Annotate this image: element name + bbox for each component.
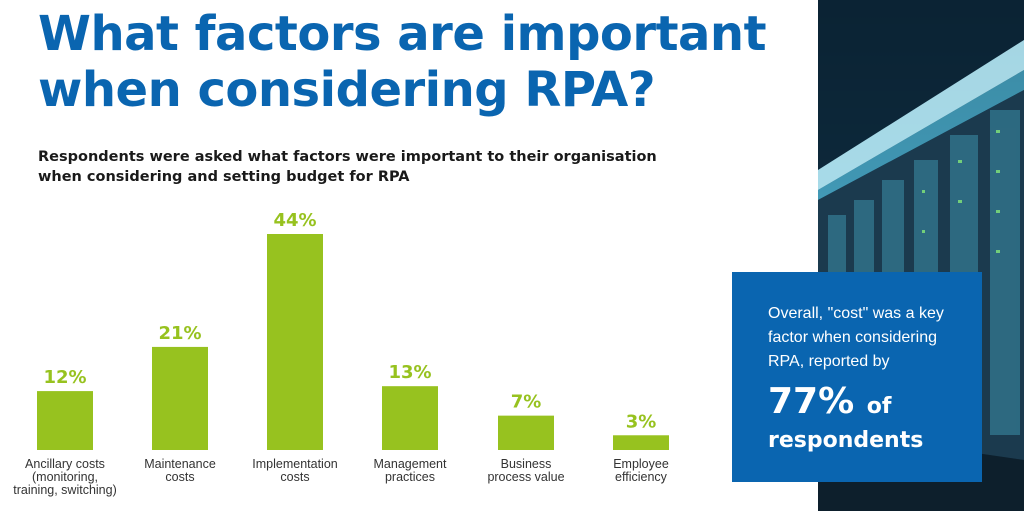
title-line-2: when considering RPA? <box>38 62 656 118</box>
page-title: What factors are important when consider… <box>38 6 818 118</box>
callout-text: Overall, "cost" was a key factor when co… <box>768 302 956 374</box>
category-label-4-line-1: process value <box>487 470 564 484</box>
chart-subtitle: Respondents were asked what factors were… <box>38 147 738 187</box>
callout-percentage: 77% <box>768 381 855 422</box>
bar-2 <box>267 234 323 450</box>
category-label-4: Business process value <box>487 457 564 484</box>
category-label-0: Ancillary costs (monitoring, training, swi… <box>13 457 117 497</box>
bar-value-label-3: 13% <box>388 362 431 383</box>
category-label-5-line-0: Employee <box>613 457 669 471</box>
bar-value-label-4: 7% <box>511 392 542 413</box>
category-label-1-line-1: costs <box>165 470 194 484</box>
category-label-1: Maintenance costs <box>144 457 216 484</box>
category-label-4-line-0: Business <box>501 457 552 471</box>
bar-4 <box>498 415 554 450</box>
category-label-5: Employee efficiency <box>613 457 669 484</box>
subtitle-line-2: when considering and setting budget for … <box>38 169 410 185</box>
category-label-3-line-1: practices <box>385 470 435 484</box>
bar-3 <box>382 386 438 450</box>
category-label-2: Implementation costs <box>252 457 338 484</box>
category-label-3-line-0: Management <box>374 457 447 471</box>
key-stat-callout: Overall, "cost" was a key factor when co… <box>732 272 982 482</box>
category-label-0-line-2: training, switching) <box>13 483 117 497</box>
category-label-0-line-0: Ancillary costs <box>25 457 105 471</box>
category-label-0-line-1: (monitoring, <box>32 470 98 484</box>
bar-5 <box>613 435 669 450</box>
callout-of: of <box>866 394 892 419</box>
callout-line-3: RPA, reported by <box>768 353 890 370</box>
bar-value-label-1: 21% <box>158 323 201 344</box>
bar-chart: 12% Ancillary costs (monitoring, training, … <box>13 210 669 497</box>
bar-value-label-2: 44% <box>273 210 316 231</box>
callout-line-1: Overall, "cost" was a key <box>768 305 944 322</box>
bar-0 <box>37 391 93 450</box>
callout-line-2: factor when considering <box>768 329 937 346</box>
category-label-3: Management practices <box>374 457 447 484</box>
category-label-2-line-0: Implementation <box>252 457 338 471</box>
bar-value-label-0: 12% <box>43 367 86 388</box>
bar-value-label-5: 3% <box>626 411 657 432</box>
category-label-5-line-1: efficiency <box>615 470 668 484</box>
subtitle-line-1: Respondents were asked what factors were… <box>38 149 657 165</box>
title-line-1: What factors are important <box>38 6 767 62</box>
category-label-1-line-0: Maintenance <box>144 457 216 471</box>
callout-stat: 77% of <box>768 382 956 427</box>
category-label-2-line-1: costs <box>280 470 309 484</box>
callout-respondents: respondents <box>768 428 924 453</box>
bar-1 <box>152 346 208 450</box>
